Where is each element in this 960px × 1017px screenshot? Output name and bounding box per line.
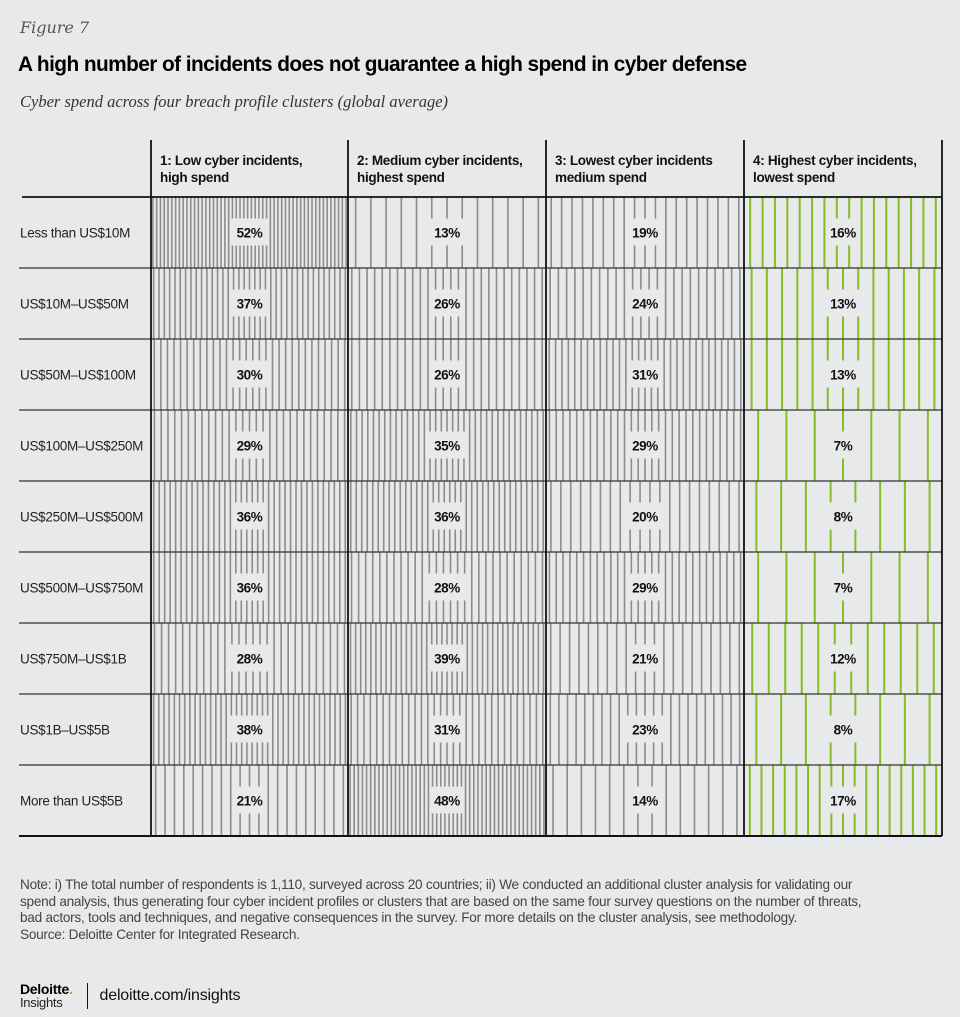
cell-value-label: 52% bbox=[237, 226, 263, 241]
row-label: US$1B–US$5B bbox=[20, 723, 110, 738]
row-label: US$250M–US$500M bbox=[20, 510, 143, 525]
note-line: Note: i) The total number of respondents… bbox=[20, 877, 853, 892]
logo-brand: Deloitte. bbox=[20, 981, 73, 997]
cell-value-label: 31% bbox=[434, 723, 460, 738]
cell-value-label: 17% bbox=[830, 794, 856, 809]
column-header-line1: 1: Low cyber incidents, bbox=[160, 153, 302, 168]
cell-value-label: 19% bbox=[632, 226, 658, 241]
cell-value-label: 8% bbox=[834, 723, 853, 738]
cell-value-label: 36% bbox=[237, 581, 263, 596]
cell-value-label: 29% bbox=[632, 439, 658, 454]
insights-link[interactable]: deloitte.com/insights bbox=[99, 987, 241, 1004]
column-header-line2: high spend bbox=[160, 170, 229, 185]
chart-note: Note: i) The total number of respondents… bbox=[20, 877, 950, 943]
figure-label: Figure 7 bbox=[20, 18, 90, 37]
cell-value-label: 26% bbox=[434, 368, 460, 383]
cell-value-label: 24% bbox=[632, 297, 658, 312]
row-label: US$100M–US$250M bbox=[20, 439, 143, 454]
cell-value-label: 13% bbox=[830, 368, 856, 383]
cell-value-label: 30% bbox=[237, 368, 263, 383]
cell-value-label: 8% bbox=[834, 510, 853, 525]
source-line: Source: Deloitte Center for Integrated R… bbox=[20, 926, 300, 942]
column-header-line1: 3: Lowest cyber incidents bbox=[555, 153, 713, 168]
cell-value-label: 28% bbox=[434, 581, 460, 596]
column-header-line2: lowest spend bbox=[753, 170, 835, 185]
cell-value-label: 16% bbox=[830, 226, 856, 241]
cell-value-label: 20% bbox=[632, 510, 658, 525]
logo-brand-text: Deloitte bbox=[20, 981, 69, 997]
cell-value-label: 48% bbox=[434, 794, 460, 809]
logo-dot: . bbox=[68, 981, 73, 997]
row-label: US$50M–US$100M bbox=[20, 368, 136, 383]
row-label: Less than US$10M bbox=[20, 226, 130, 241]
cell-value-label: 14% bbox=[632, 794, 658, 809]
cell-value-label: 31% bbox=[632, 368, 658, 383]
chart-title: A high number of incidents does not guar… bbox=[18, 52, 747, 76]
cell-value-label: 12% bbox=[830, 652, 856, 667]
row-label: US$500M–US$750M bbox=[20, 581, 143, 596]
cell-value-label: 21% bbox=[632, 652, 658, 667]
cell-value-label: 28% bbox=[237, 652, 263, 667]
footer: Deloitte. Insights deloitte.com/insights bbox=[20, 978, 241, 1014]
chart-subtitle: Cyber spend across four breach profile c… bbox=[20, 92, 449, 111]
row-label: US$750M–US$1B bbox=[20, 652, 127, 667]
cell-value-label: 35% bbox=[434, 439, 460, 454]
cell-value-label: 29% bbox=[632, 581, 658, 596]
cell-value-label: 38% bbox=[237, 723, 263, 738]
cell-value-label: 7% bbox=[834, 439, 853, 454]
cell-value-label: 39% bbox=[434, 652, 460, 667]
column-header-line2: medium spend bbox=[555, 170, 647, 185]
cell-value-label: 36% bbox=[237, 510, 263, 525]
cell-value-label: 37% bbox=[237, 297, 263, 312]
column-header-line1: 4: Highest cyber incidents, bbox=[753, 153, 917, 168]
chart-table: 1: Low cyber incidents, high spend 2: Medi… bbox=[19, 140, 943, 837]
note-line: spend analysis, thus generating four cyb… bbox=[20, 893, 862, 909]
cell-value-label: 21% bbox=[237, 794, 263, 809]
note-line: bad actors, tools and techniques, and ne… bbox=[20, 910, 798, 925]
row-label: More than US$5B bbox=[20, 794, 123, 809]
footer-divider bbox=[86, 983, 88, 1009]
cell-value-label: 7% bbox=[834, 581, 853, 596]
column-header-line1: 2: Medium cyber incidents, bbox=[357, 153, 523, 168]
cell-value-label: 36% bbox=[434, 510, 460, 525]
cell-value-label: 29% bbox=[237, 439, 263, 454]
cell-value-label: 23% bbox=[632, 723, 658, 738]
row-label: US$10M–US$50M bbox=[20, 297, 129, 312]
logo-sub: Insights bbox=[20, 995, 63, 1010]
deloitte-insights-logo: Deloitte. Insights bbox=[20, 981, 73, 1010]
cell-value-label: 13% bbox=[434, 226, 460, 241]
cell-value-label: 13% bbox=[830, 297, 856, 312]
column-header-line2: highest spend bbox=[357, 170, 445, 185]
cell-value-label: 26% bbox=[434, 297, 460, 312]
